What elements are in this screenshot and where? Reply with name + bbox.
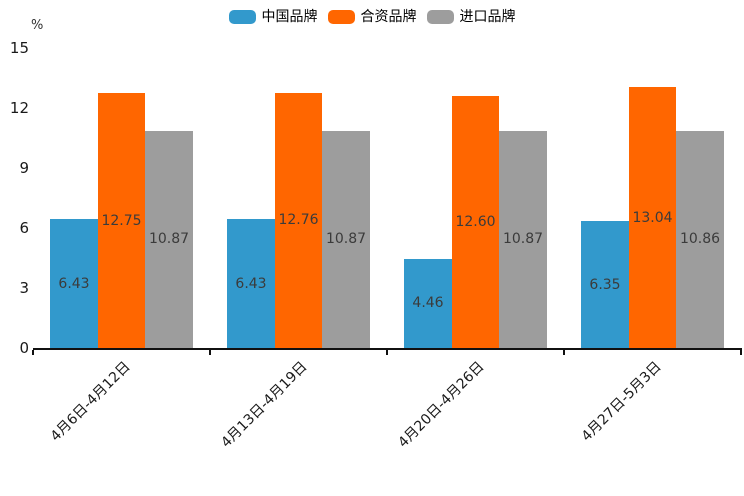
bar-value-label: 6.43	[235, 275, 267, 292]
x-axis-tick-mark	[32, 350, 34, 355]
bar-series-3-group-4[interactable]: 10.86	[676, 130, 724, 348]
bar-series-1-group-4[interactable]: 6.35	[581, 221, 629, 348]
legend: 中国品牌 合资品牌 进口品牌	[0, 8, 744, 26]
bar-series-3-group-2[interactable]: 10.87	[322, 130, 370, 348]
legend-item-series-2[interactable]: 合资品牌	[327, 8, 417, 26]
x-axis-category-label: 4月6日-4月12日	[47, 358, 134, 445]
y-axis-tick-label: 0	[19, 339, 29, 357]
bar-value-label: 6.43	[58, 275, 90, 292]
legend-item-series-3[interactable]: 进口品牌	[426, 8, 516, 26]
x-axis-category-label: 4月27日-5月3日	[578, 358, 665, 445]
y-axis-tick-label: 15	[9, 39, 29, 57]
bar-series-2-group-4[interactable]: 13.04	[628, 87, 677, 348]
bar-value-label: 12.76	[278, 212, 319, 229]
bar-value-label: 10.86	[679, 231, 721, 248]
bar-value-label: 6.35	[589, 276, 621, 293]
bar-series-3-group-1[interactable]: 10.87	[145, 130, 193, 348]
legend-item-label: 进口品牌	[459, 9, 516, 25]
bar-value-label: 13.04	[632, 209, 673, 226]
x-axis-tick-mark	[209, 350, 211, 355]
bar-value-label: 4.46	[412, 295, 444, 312]
bar-series-2-group-1[interactable]: 12.75	[97, 93, 146, 348]
bar-value-label: 12.75	[101, 212, 142, 229]
x-axis-tick-mark	[386, 350, 388, 355]
bar-series-2-group-2[interactable]: 12.76	[274, 92, 323, 348]
legend-item-series-1[interactable]: 中国品牌	[228, 8, 318, 26]
bar-group-1: 6.43 12.75 10.87	[33, 48, 210, 348]
legend-swatch-icon	[426, 10, 454, 24]
bar-series-3-group-3[interactable]: 10.87	[499, 130, 547, 348]
y-axis-tick-label: 3	[19, 279, 29, 297]
bar-group-2: 6.43 12.76 10.87	[210, 48, 387, 348]
y-axis-tick-label: 12	[9, 99, 29, 117]
x-axis-tick-mark	[740, 350, 742, 355]
legend-item-label: 中国品牌	[261, 9, 318, 25]
legend-swatch-icon	[327, 10, 355, 24]
y-axis-tick-label: 9	[19, 159, 29, 177]
bar-value-label: 10.87	[325, 231, 367, 248]
x-axis-tick-mark	[563, 350, 565, 355]
x-axis-line	[33, 348, 742, 350]
legend-item-label: 合资品牌	[360, 9, 417, 25]
bar-value-label: 10.87	[502, 231, 544, 248]
bar-value-label: 10.87	[148, 231, 190, 248]
y-axis-tick-label: 6	[19, 219, 29, 237]
legend-swatch-icon	[228, 10, 256, 24]
bar-series-2-group-3[interactable]: 12.60	[451, 96, 500, 348]
bar-series-1-group-2[interactable]: 6.43	[227, 219, 275, 348]
x-axis-category-label: 4月20日-4月26日	[395, 358, 488, 451]
bar-value-label: 12.60	[455, 214, 496, 230]
x-axis-category-label: 4月13日-4月19日	[218, 358, 311, 451]
y-axis-unit-label: %	[31, 18, 44, 33]
bar-series-1-group-3[interactable]: 4.46	[404, 258, 452, 348]
bar-group-4: 6.35 13.04 10.86	[564, 48, 741, 348]
bar-group-3: 4.46 12.60 10.87	[387, 48, 564, 348]
bar-series-1-group-1[interactable]: 6.43	[50, 219, 98, 348]
